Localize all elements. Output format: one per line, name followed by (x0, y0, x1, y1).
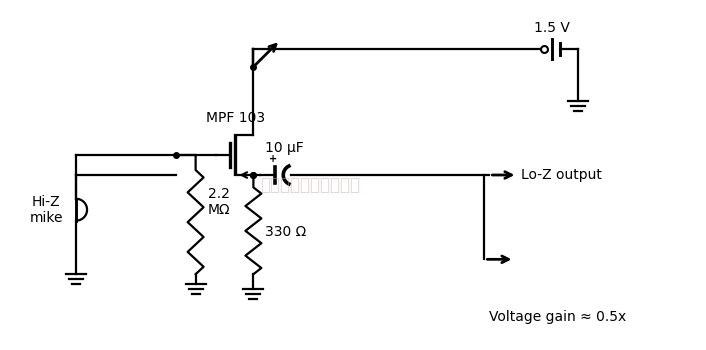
Text: 2.2
MΩ: 2.2 MΩ (208, 187, 230, 217)
Text: 330 Ω: 330 Ω (265, 225, 306, 239)
Text: Lo-Z output: Lo-Z output (521, 168, 602, 182)
Text: MPF 103: MPF 103 (205, 111, 265, 125)
Text: Hi-Z
mike: Hi-Z mike (30, 195, 63, 225)
Text: Voltage gain ≈ 0.5x: Voltage gain ≈ 0.5x (489, 310, 627, 324)
Text: 10 μF: 10 μF (265, 141, 304, 155)
Text: 杭州孔署科技有限公司: 杭州孔署科技有限公司 (261, 176, 360, 194)
Text: +: + (269, 154, 277, 164)
Text: 1.5 V: 1.5 V (534, 21, 570, 35)
